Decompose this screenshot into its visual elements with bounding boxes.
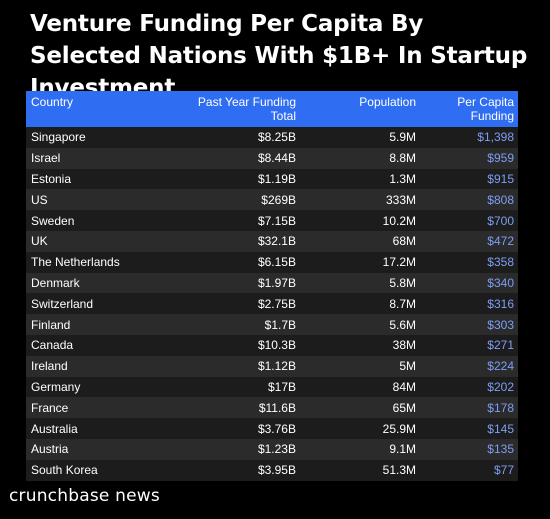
cell-population: 5.8M (389, 275, 416, 290)
cell-country: Canada (31, 338, 74, 353)
cell-population: 68M (392, 234, 416, 249)
chart-title: Venture Funding Per Capita By Selected N… (30, 11, 528, 101)
cell-per-capita: $959 (487, 151, 514, 166)
cell-population: 8.8M (389, 151, 416, 166)
cell-funding-total: $8.25B (257, 130, 296, 145)
cell-funding-total: $7.15B (257, 213, 296, 228)
cell-per-capita: $472 (487, 234, 514, 249)
cell-funding-total: $17B (267, 379, 296, 394)
cell-funding-total: $269B (261, 192, 296, 207)
cell-funding-total: $3.95B (257, 463, 296, 478)
cell-population: 9.1M (389, 442, 416, 457)
table-row: The Netherlands $6.15B 17.2M $358 (26, 251, 518, 273)
cell-population: 333M (385, 192, 416, 207)
cell-country: Singapore (31, 130, 86, 145)
cell-per-capita: $316 (487, 296, 514, 311)
table-row: Singapore $8.25B 5.9M $1,398 (26, 127, 518, 148)
cell-country: Switzerland (31, 296, 94, 311)
cell-funding-total: $1.7B (264, 317, 296, 332)
cell-country: France (31, 400, 69, 415)
cell-country: Australia (31, 421, 78, 436)
header-country: Country (31, 95, 74, 109)
table-row: Israel $8.44B 8.8M $959 (26, 147, 518, 169)
cell-country: Finland (31, 317, 71, 332)
table-row: Canada $10.3B 38M $271 (26, 334, 518, 356)
table-row: France $11.6B 65M $178 (26, 397, 518, 419)
cell-funding-total: $1.19B (257, 171, 296, 186)
cell-per-capita: $145 (487, 421, 514, 436)
table-row: Australia $3.76B 25.9M $145 (26, 418, 518, 439)
table-row: Switzerland $2.75B 8.7M $316 (26, 293, 518, 315)
cell-per-capita: $178 (487, 400, 514, 415)
table-row: Sweden $7.15B 10.2M $700 (26, 210, 518, 231)
cell-country: Austria (31, 442, 69, 457)
cell-country: South Korea (31, 463, 98, 478)
cell-funding-total: $1.97B (257, 275, 296, 290)
cell-population: 65M (392, 400, 416, 415)
cell-per-capita: $202 (487, 379, 514, 394)
cell-funding-total: $11.6B (258, 400, 296, 415)
cell-country: US (31, 192, 48, 207)
table-header: Country Past Year Funding Total Populati… (26, 91, 518, 127)
header-population: Population (359, 95, 416, 109)
cell-funding-total: $10.3B (257, 338, 296, 353)
table-row: US $269B 333M $808 (26, 189, 518, 211)
cell-per-capita: $358 (487, 255, 514, 270)
table-row: Denmark $1.97B 5.8M $340 (26, 272, 518, 294)
cell-per-capita: $224 (487, 359, 514, 374)
cell-country: Estonia (31, 171, 72, 186)
cell-country: UK (31, 234, 48, 249)
cell-population: 8.7M (389, 296, 416, 311)
table-row: Finland $1.7B 5.6M $303 (26, 314, 518, 335)
cell-population: 1.3M (389, 171, 416, 186)
funding-table: Country Past Year Funding Total Populati… (26, 91, 518, 481)
cell-population: 10.2M (382, 213, 416, 228)
cell-country: Sweden (31, 213, 75, 228)
cell-country: Ireland (31, 359, 68, 374)
cell-per-capita: $915 (487, 171, 514, 186)
crunchbase-news-logo: crunchbase news (9, 486, 160, 506)
cell-per-capita: $700 (487, 213, 514, 228)
header-per-capita: Per Capita Funding (457, 95, 514, 123)
cell-population: 38M (392, 338, 416, 353)
header-funding-total: Past Year Funding Total (197, 95, 296, 123)
cell-per-capita: $271 (487, 338, 514, 353)
table-row: Austria $1.23B 9.1M $135 (26, 438, 518, 460)
cell-per-capita: $303 (487, 317, 514, 332)
cell-population: 5.6M (389, 317, 416, 332)
cell-country: Denmark (31, 275, 80, 290)
cell-population: 5.9M (389, 130, 416, 145)
cell-population: 25.9M (382, 421, 416, 436)
table-body: Singapore $8.25B 5.9M $1,398 Israel $8.44B 8.8… (26, 127, 518, 481)
cell-country: Israel (31, 151, 61, 166)
cell-population: 17.2M (382, 255, 416, 270)
table-row: Germany $17B 84M $202 (26, 376, 518, 398)
cell-per-capita: $135 (487, 442, 514, 457)
table-row: UK $32.1B 68M $472 (26, 230, 518, 252)
cell-funding-total: $1.23B (257, 442, 296, 457)
cell-population: 5M (399, 359, 416, 374)
cell-country: Germany (31, 379, 81, 394)
cell-country: The Netherlands (31, 255, 120, 270)
cell-funding-total: $1.12B (257, 359, 296, 374)
table-row: South Korea $3.95B 51.3M $77 (26, 459, 518, 481)
cell-per-capita: $340 (487, 275, 514, 290)
cell-population: 84M (392, 379, 416, 394)
cell-population: 51.3M (382, 463, 416, 478)
cell-funding-total: $6.15B (257, 255, 296, 270)
cell-per-capita: $808 (487, 192, 514, 207)
cell-per-capita: $77 (493, 463, 514, 478)
cell-funding-total: $8.44B (257, 151, 296, 166)
cell-funding-total: $3.76B (257, 421, 296, 436)
table-row: Estonia $1.19B 1.3M $915 (26, 168, 518, 190)
table-row: Ireland $1.12B 5M $224 (26, 355, 518, 377)
cell-funding-total: $2.75B (257, 296, 296, 311)
cell-funding-total: $32.1B (257, 234, 296, 249)
cell-per-capita: $1,398 (477, 130, 514, 145)
